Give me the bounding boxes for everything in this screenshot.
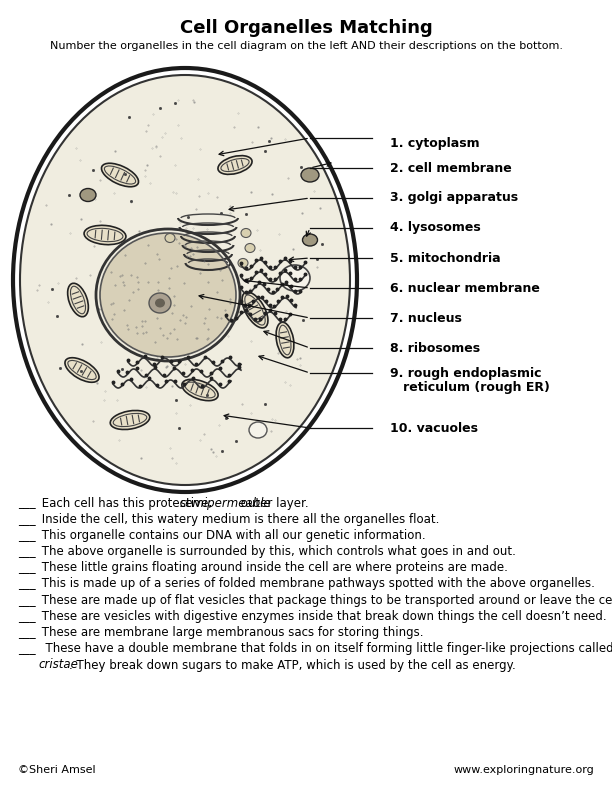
Ellipse shape [102,163,138,187]
Text: ___: ___ [18,545,35,558]
Ellipse shape [149,293,171,313]
Ellipse shape [280,265,310,291]
Text: ___: ___ [18,594,35,607]
Text: ___: ___ [18,529,35,542]
Text: www.exploringnature.org: www.exploringnature.org [453,765,594,775]
Text: ___: ___ [18,562,35,574]
Text: ©Sheri Amsel: ©Sheri Amsel [18,765,95,775]
Text: This organelle contains our DNA with all our genetic information.: This organelle contains our DNA with all… [38,529,425,542]
Ellipse shape [241,229,251,238]
Ellipse shape [155,299,165,307]
Text: ___: ___ [18,497,35,509]
Ellipse shape [110,410,150,429]
Text: reticulum (rough ER): reticulum (rough ER) [390,382,550,394]
Ellipse shape [249,422,267,438]
Ellipse shape [218,155,252,174]
Ellipse shape [84,226,126,245]
Text: 3. golgi apparatus: 3. golgi apparatus [390,192,518,204]
Ellipse shape [238,258,248,268]
Ellipse shape [302,234,318,246]
Ellipse shape [20,75,350,485]
Text: . They break down sugars to make ATP, which is used by the cell as energy.: . They break down sugars to make ATP, wh… [69,658,516,672]
Text: ___: ___ [18,626,35,639]
Text: 5. mitochondria: 5. mitochondria [390,252,501,265]
Text: cristae: cristae [38,658,78,672]
Ellipse shape [80,188,96,201]
Ellipse shape [100,233,236,357]
Ellipse shape [245,243,255,253]
Text: outer layer.: outer layer. [237,497,308,509]
Text: These are membrane large membranous sacs for storing things.: These are membrane large membranous sacs… [38,626,424,639]
Text: 2. cell membrane: 2. cell membrane [390,162,512,174]
Text: ___: ___ [18,610,35,623]
Text: 4. lysosomes: 4. lysosomes [390,222,481,234]
Text: Number the organelles in the cell diagram on the left AND their descriptions on : Number the organelles in the cell diagra… [50,41,562,51]
Ellipse shape [65,358,99,383]
Text: 9. rough endoplasmic: 9. rough endoplasmic [390,367,542,379]
Text: 10. vacuoles: 10. vacuoles [390,421,478,435]
Text: These have a double membrane that folds in on itself forming little finger-like : These have a double membrane that folds … [38,642,612,655]
Text: 7. nucleus: 7. nucleus [390,311,462,325]
Text: ___: ___ [18,577,35,591]
Text: Each cell has this protective,: Each cell has this protective, [38,497,216,509]
Text: This is made up of a series of folded membrane pathways spotted with the above o: This is made up of a series of folded me… [38,577,595,591]
Ellipse shape [276,322,294,358]
Text: semipermeable: semipermeable [179,497,271,509]
Ellipse shape [301,168,319,182]
Text: 1. cytoplasm: 1. cytoplasm [390,136,480,150]
Text: ___: ___ [18,512,35,526]
Ellipse shape [242,292,268,328]
Text: Cell Organelles Matching: Cell Organelles Matching [180,19,432,37]
Ellipse shape [182,379,218,401]
Ellipse shape [165,234,175,242]
Text: Inside the cell, this watery medium is there all the organelles float.: Inside the cell, this watery medium is t… [38,512,439,526]
Text: These little grains floating around inside the cell are where proteins are made.: These little grains floating around insi… [38,562,508,574]
Text: These are vesicles with digestive enzymes inside that break down things the cell: These are vesicles with digestive enzyme… [38,610,606,623]
Text: ___: ___ [18,642,35,655]
Text: These are made up of flat vesicles that package things to be transported around : These are made up of flat vesicles that … [38,594,612,607]
Text: 6. nuclear membrane: 6. nuclear membrane [390,281,540,295]
Ellipse shape [68,284,88,317]
Text: 8. ribosomes: 8. ribosomes [390,341,480,355]
Text: The above organelle is surrounded by this, which controls what goes in and out.: The above organelle is surrounded by thi… [38,545,516,558]
